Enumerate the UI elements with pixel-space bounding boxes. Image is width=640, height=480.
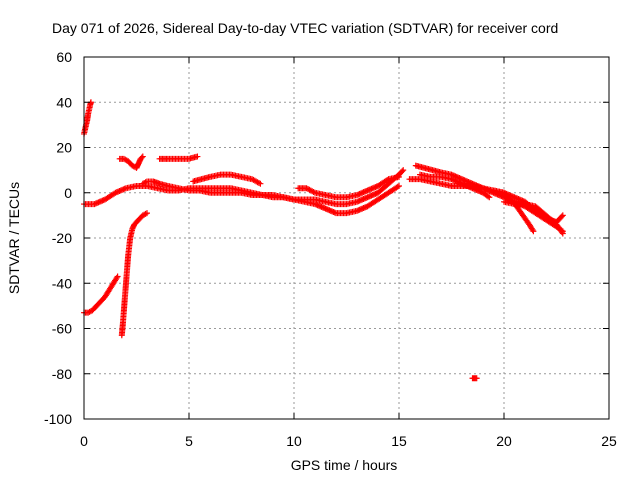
data-point xyxy=(194,153,201,160)
y-tick-label: 40 xyxy=(56,94,72,110)
y-axis-label: SDTVAR / TECUs xyxy=(6,182,22,294)
y-tick-label: -100 xyxy=(44,411,72,427)
series-arc-f xyxy=(190,171,264,187)
data-point xyxy=(257,180,264,187)
data-point xyxy=(530,228,537,235)
series-arc-i xyxy=(295,173,402,201)
tick-layer: 0 5 10 15 20 25 60 40 20 0 -20 -40 -60 -80 -100 xyxy=(44,49,617,449)
x-tick-label: 20 xyxy=(496,433,512,449)
data-point xyxy=(138,154,145,161)
data-point xyxy=(384,177,391,184)
data-point xyxy=(394,183,401,190)
data-point xyxy=(396,173,402,180)
data-point xyxy=(139,153,146,160)
x-tick-label: 5 xyxy=(185,433,193,449)
series-arc-d xyxy=(116,153,146,171)
y-tick-label: -80 xyxy=(52,366,72,382)
y-tick-label: -40 xyxy=(52,275,72,291)
series-arc-l xyxy=(417,171,493,201)
data-point xyxy=(144,210,150,217)
y-tick-label: 60 xyxy=(56,49,72,65)
data-point xyxy=(486,194,493,201)
data-point xyxy=(473,375,480,382)
grid-layer xyxy=(84,57,609,419)
x-tick-label: 15 xyxy=(391,433,407,449)
data-point xyxy=(113,274,120,281)
data-point xyxy=(396,182,402,189)
data-point xyxy=(399,168,406,175)
series-arc-n xyxy=(501,198,566,237)
data-point xyxy=(559,212,566,219)
series-arc-c xyxy=(118,210,150,339)
data-point xyxy=(114,273,121,280)
data-point xyxy=(559,230,566,237)
x-tick-label: 25 xyxy=(601,433,617,449)
data-layer xyxy=(81,99,566,382)
x-tick-label: 0 xyxy=(80,433,88,449)
x-tick-label: 10 xyxy=(286,433,302,449)
chart-title: Day 071 of 2026, Sidereal Day-to-day VTE… xyxy=(52,20,558,36)
x-axis-label: GPS time / hours xyxy=(291,457,398,473)
data-point xyxy=(558,229,565,236)
series-arc-e xyxy=(156,153,201,162)
data-point xyxy=(485,193,492,200)
data-point xyxy=(529,226,536,233)
data-point xyxy=(400,167,407,174)
y-tick-label: 0 xyxy=(64,185,72,201)
y-tick-label: -20 xyxy=(52,230,72,246)
data-point xyxy=(558,213,565,220)
y-tick-label: -60 xyxy=(52,321,72,337)
y-tick-label: 20 xyxy=(56,140,72,156)
series-arc-o xyxy=(469,375,480,382)
